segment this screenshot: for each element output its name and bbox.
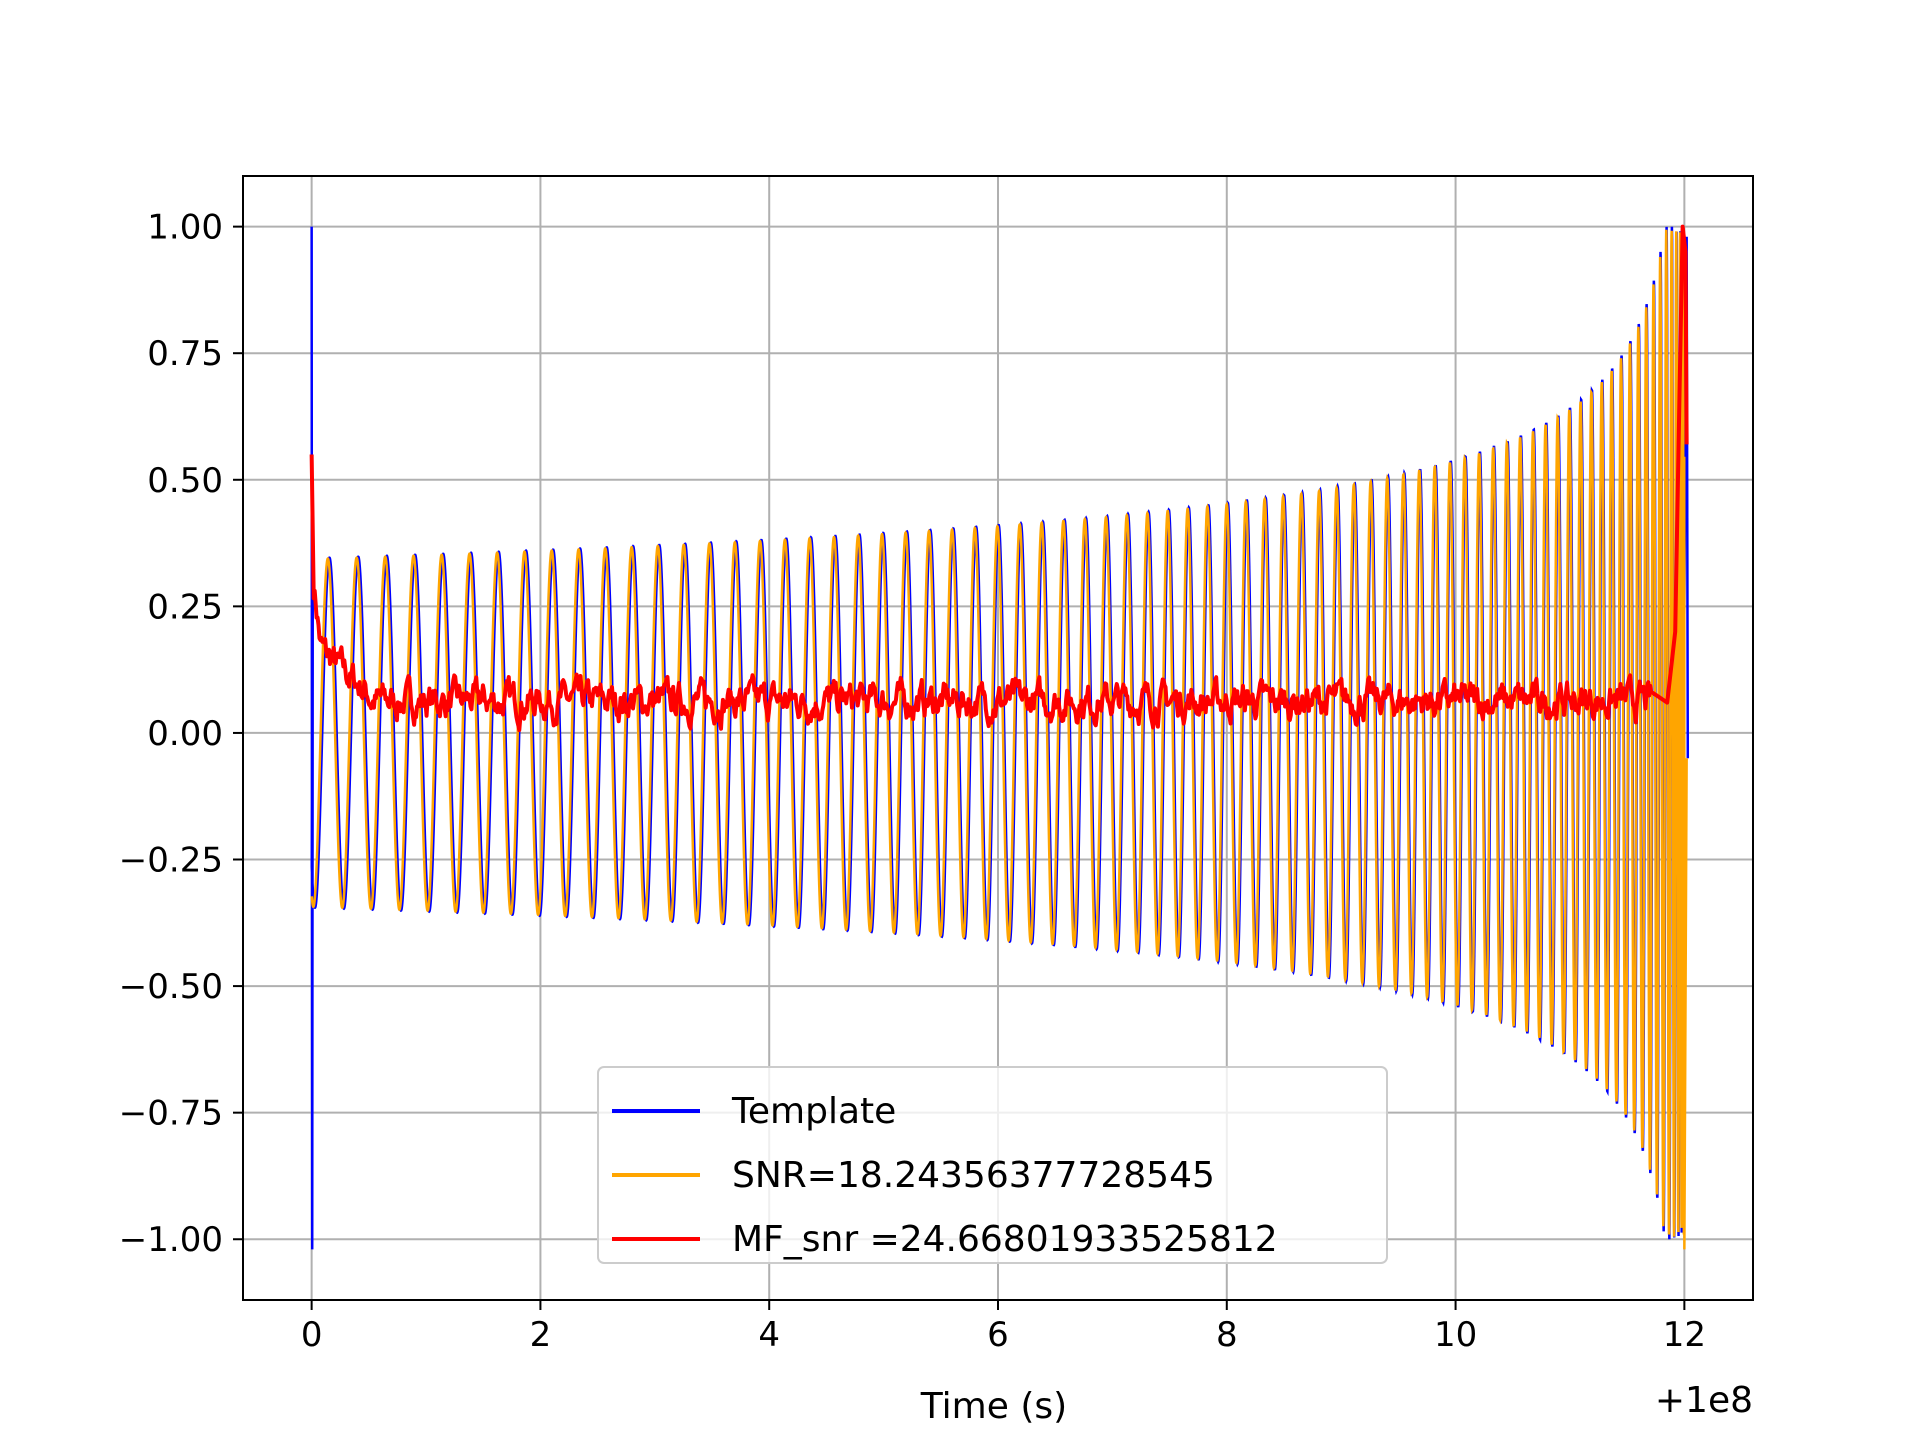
plot-area (309, 224, 1690, 1250)
x-tick-label: 10 (1434, 1315, 1477, 1355)
y-tick-label: 0.50 (147, 461, 223, 501)
series-line-mf-snr (309, 224, 1689, 733)
x-offset-label: +1e8 (1655, 1380, 1753, 1421)
legend-label: Template (731, 1091, 896, 1132)
x-tick-label: 8 (1216, 1315, 1238, 1355)
legend-label: MF_snr =24.66801933525812 (732, 1219, 1278, 1260)
y-tick-label: −0.25 (119, 841, 223, 881)
ticks: 0 2 4 6 8 10 12 1.00 0.75 0.50 0.25 0.00 −0.25 −0.50 −… (119, 208, 1706, 1355)
y-tick-label: 0.75 (147, 334, 223, 374)
x-tick-label: 0 (301, 1315, 323, 1355)
y-tick-label: −0.75 (119, 1094, 223, 1134)
x-axis-label: Time (s) (920, 1386, 1067, 1427)
x-tick-label: 12 (1663, 1315, 1706, 1355)
legend: Template SNR=18.24356377728545 MF_snr =24.… (597, 1066, 1388, 1264)
y-tick-label: −0.50 (119, 967, 223, 1007)
series-line-snr (310, 229, 1688, 1250)
x-tick-label: 6 (987, 1315, 1009, 1355)
y-tick-label: 1.00 (147, 208, 223, 248)
y-tick-label: −1.00 (119, 1220, 223, 1260)
y-tick-label: 0.25 (147, 587, 223, 627)
x-tick-label: 4 (758, 1315, 780, 1355)
legend-label: SNR=18.24356377728545 (732, 1155, 1215, 1196)
x-tick-label: 2 (530, 1315, 552, 1355)
legend-box (597, 1066, 1388, 1264)
y-tick-label: 0.00 (147, 714, 223, 754)
